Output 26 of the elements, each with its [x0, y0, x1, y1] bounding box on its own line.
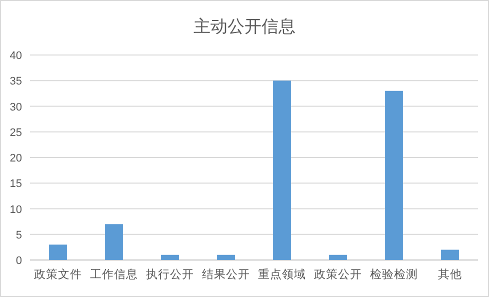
- y-tick-label: 30: [10, 101, 22, 114]
- x-tick-label: 重点领域: [258, 268, 306, 281]
- x-tick-label: 其他: [438, 268, 462, 281]
- x-tick-label: 政策公开: [314, 268, 362, 281]
- chart-title: 主动公开信息: [194, 17, 296, 36]
- y-tick-label: 15: [10, 178, 22, 190]
- y-tick-label: 25: [10, 126, 22, 139]
- y-tick-label: 20: [10, 152, 22, 164]
- y-tick-label: 40: [10, 50, 22, 62]
- y-tick-label: 5: [16, 229, 22, 242]
- bar: [441, 250, 459, 260]
- bar: [385, 90, 403, 260]
- y-tick-label: 10: [10, 204, 22, 216]
- bar: [49, 244, 67, 260]
- x-tick-label: 结果公开: [202, 268, 250, 281]
- bar: [161, 254, 179, 260]
- bar: [217, 254, 235, 260]
- x-tick-label: 工作信息: [90, 268, 138, 281]
- bar: [329, 254, 347, 260]
- x-tick-label: 执行公开: [146, 268, 194, 281]
- bar: [273, 80, 291, 260]
- y-tick-label: 0: [16, 255, 22, 267]
- y-tick-label: 35: [10, 76, 22, 88]
- x-tick-label: 检验检测: [370, 268, 418, 281]
- bar: [105, 224, 123, 260]
- x-tick-label: 政策文件: [34, 267, 82, 281]
